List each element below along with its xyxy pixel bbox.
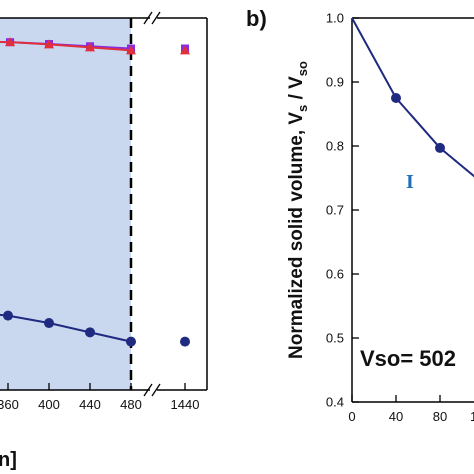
data-point-a-1-1 bbox=[44, 39, 54, 49]
panel-b-series bbox=[351, 17, 474, 178]
data-point-a-1-break bbox=[180, 45, 190, 55]
y-tick-label-b-6: 1.0 bbox=[326, 11, 344, 26]
x-tick-label-b-2: 80 bbox=[433, 409, 447, 424]
data-point-a-1-2 bbox=[85, 42, 95, 52]
data-point-a-2-3 bbox=[126, 336, 136, 347]
data-point-b-2 bbox=[435, 142, 445, 153]
data-point-a-2-0 bbox=[3, 310, 13, 321]
axis-break-top bbox=[143, 11, 161, 25]
data-point-a-2-2 bbox=[85, 327, 95, 338]
y-axis-label-sub1: s bbox=[295, 105, 310, 112]
panel-b-y-ticks: 0.4 0.5 0.6 0.7 0.8 0.9 1.0 bbox=[326, 11, 359, 410]
panel-a-x-ticks: 360 400 440 480 1440 bbox=[0, 383, 199, 412]
x-tick-label-a-2: 440 bbox=[79, 397, 101, 412]
x-tick-label-a-1: 400 bbox=[38, 397, 60, 412]
x-tick-label-b-3: 12 bbox=[470, 409, 474, 424]
y-axis-label-mid: / V bbox=[286, 76, 307, 105]
plot-frame-a-right bbox=[131, 18, 207, 390]
y-tick-label-b-5: 0.9 bbox=[326, 75, 344, 90]
x-tick-label-b-0: 0 bbox=[348, 409, 355, 424]
data-point-a-1-3 bbox=[126, 45, 136, 55]
data-point-a-2-1 bbox=[44, 318, 54, 329]
y-axis-label-b: Normalized solid volume, Vs / Vso bbox=[286, 61, 310, 359]
data-point-a-1-0 bbox=[5, 37, 16, 47]
y-axis-label-main: Normalized solid volume, V bbox=[286, 112, 307, 359]
y-tick-label-b-3: 0.7 bbox=[326, 203, 344, 218]
data-point-a-2-break bbox=[180, 336, 190, 347]
panel-label-b: b) bbox=[246, 6, 267, 31]
series-line-b-0 bbox=[351, 17, 474, 178]
y-tick-label-b-2: 0.6 bbox=[326, 267, 344, 282]
x-tick-label-b-1: 40 bbox=[389, 409, 403, 424]
y-tick-label-b-0: 0.4 bbox=[326, 395, 344, 410]
panel-b-x-ticks: 0 40 80 12 bbox=[348, 395, 474, 424]
y-tick-label-b-1: 0.5 bbox=[326, 331, 344, 346]
axis-break-bottom bbox=[143, 383, 161, 397]
y-axis-label-sub2: so bbox=[295, 61, 310, 76]
data-point-b-1 bbox=[391, 93, 401, 103]
shaded-region bbox=[0, 18, 131, 390]
panel-b: b) 0.4 0.5 0.6 0.7 0.8 0.9 1.0 0 40 80 12 Normali… bbox=[246, 6, 474, 424]
x-tick-label-a-4: 1440 bbox=[171, 397, 200, 412]
x-axis-label-a: n] bbox=[0, 449, 17, 471]
x-tick-label-a-3: 480 bbox=[120, 397, 142, 412]
vso-text-box: Vso= 502 bbox=[360, 346, 456, 371]
annotation-roman-one: I bbox=[406, 171, 414, 193]
panel-a: 360 400 440 480 1440 n] bbox=[0, 11, 208, 471]
y-tick-label-b-4: 0.8 bbox=[326, 139, 344, 154]
x-tick-label-a-0: 360 bbox=[0, 397, 19, 412]
panel-a-series bbox=[0, 37, 190, 347]
